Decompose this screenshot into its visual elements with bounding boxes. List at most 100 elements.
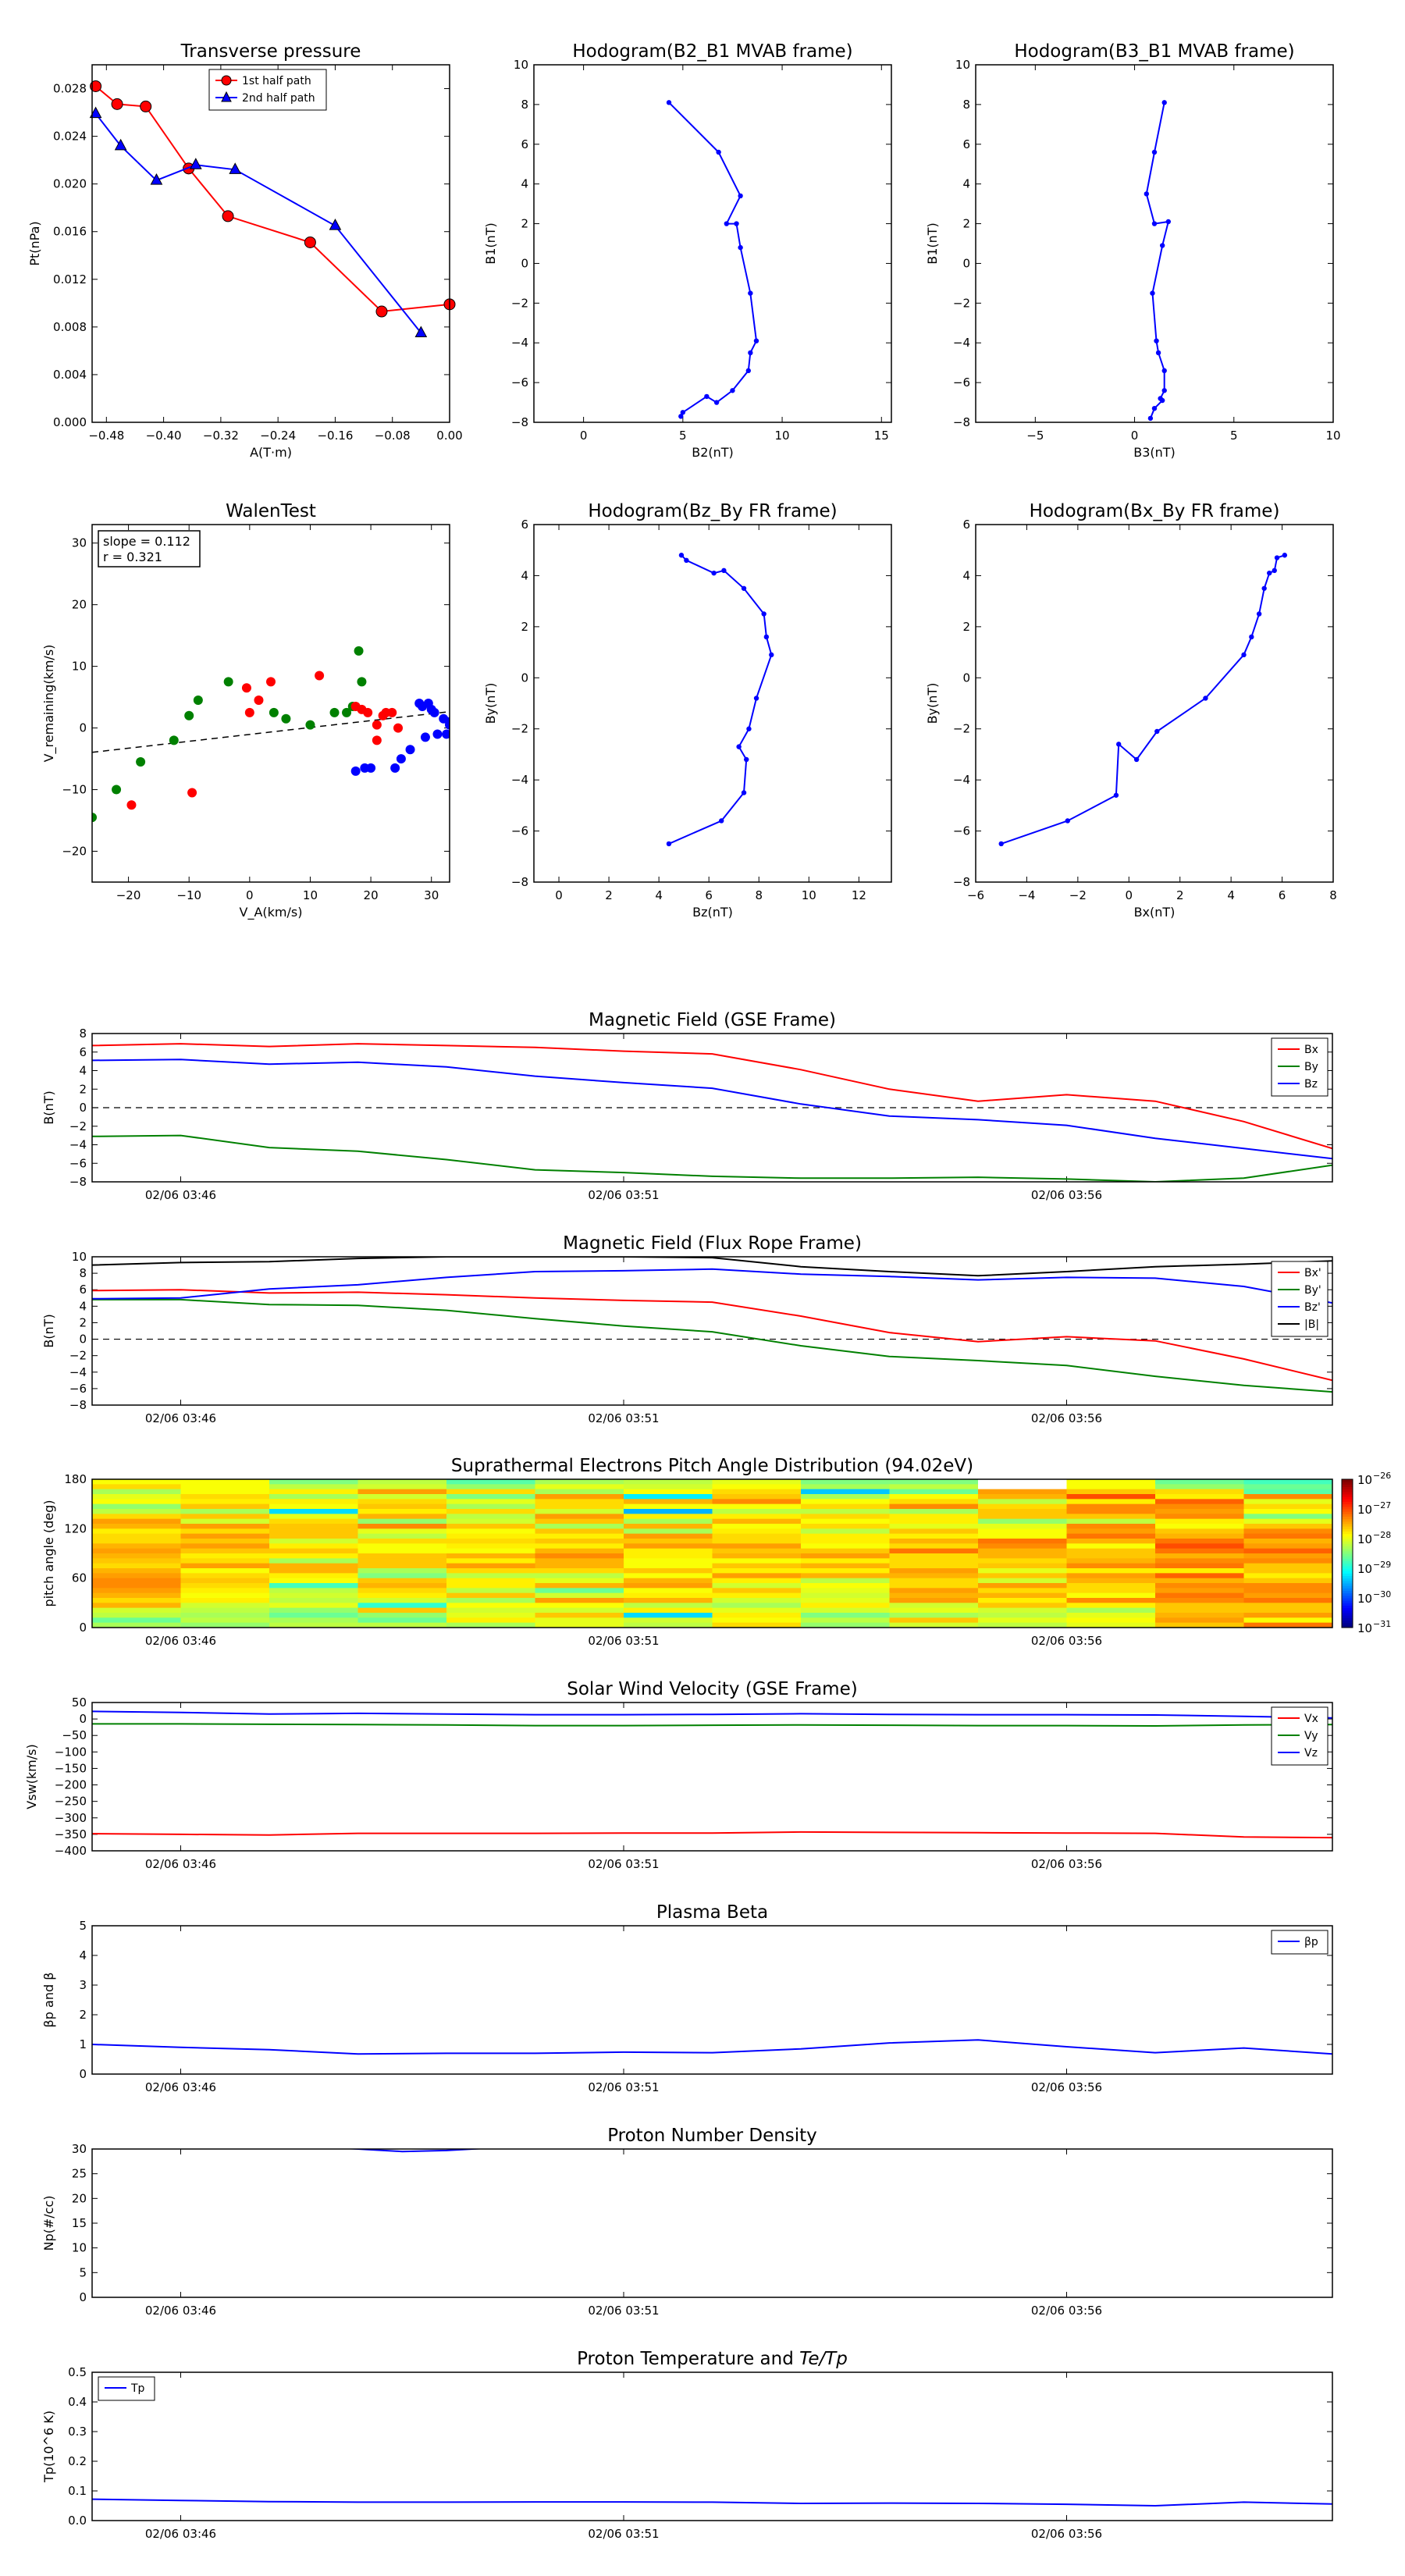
colorbar-cell: [1342, 1479, 1353, 1482]
heatmap-cell: [712, 1489, 802, 1495]
y-axis-label: Tp(10^6 K): [41, 2411, 56, 2483]
heatmap-cell: [1155, 1592, 1244, 1599]
heatmap-cell: [624, 1494, 713, 1500]
heatmap-cell: [269, 1553, 358, 1559]
x-tick-label: 4: [655, 888, 663, 902]
heatmap-cell: [1066, 1479, 1156, 1485]
heatmap-cell: [446, 1533, 535, 1539]
heatmap-cell: [624, 1503, 713, 1510]
data-point: [1161, 100, 1167, 105]
x-tick-label: −0.48: [88, 429, 124, 443]
x-tick-label: −0.32: [203, 429, 239, 443]
x-tick-label: −20: [116, 888, 141, 902]
x-tick-label: −0.24: [260, 429, 296, 443]
data-point: [1274, 555, 1280, 560]
data-point: [329, 219, 342, 230]
data-point: [666, 841, 672, 847]
series-line-βp: [92, 2039, 1332, 2055]
heatmap-cell: [92, 1539, 181, 1544]
heatmap-cell: [889, 1598, 979, 1603]
colorbar-cell: [1342, 1496, 1353, 1500]
heatmap-cell: [446, 1563, 535, 1569]
heatmap-cell: [269, 1524, 358, 1529]
heatmap-cell: [1066, 1503, 1156, 1510]
x-tick-label: 2: [605, 888, 613, 902]
y-tick-label: −2: [511, 722, 528, 736]
data-point: [734, 221, 739, 226]
heatmap-cell: [712, 1479, 802, 1485]
heatmap-cell: [92, 1568, 181, 1574]
heatmap-cell: [180, 1592, 270, 1599]
data-point: [1155, 350, 1161, 356]
heatmap-cell: [180, 1617, 270, 1624]
heatmap-cell: [269, 1514, 358, 1520]
heatmap-cell: [357, 1524, 447, 1529]
heatmap-cell: [978, 1539, 1067, 1544]
heatmap-cell: [269, 1494, 358, 1500]
scatter-point: [390, 763, 400, 773]
heatmap-cell: [801, 1622, 890, 1628]
y-tick-label: 8: [962, 98, 970, 112]
heatmap-cell: [269, 1598, 358, 1603]
heatmap-cell: [712, 1553, 802, 1559]
data-point: [721, 568, 727, 574]
x-tick-label: 02/06 03:51: [588, 1411, 659, 1425]
x-tick-label: 02/06 03:46: [145, 1857, 216, 1871]
heatmap-cell: [357, 1613, 447, 1618]
scatter-point: [350, 766, 361, 776]
heatmap-cell: [535, 1479, 624, 1485]
x-tick-label: 02/06 03:51: [588, 2527, 659, 2541]
y-tick-label: −6: [69, 1156, 87, 1170]
scatter-point: [442, 729, 450, 739]
heatmap-cell: [1243, 1558, 1333, 1564]
y-tick-label: −4: [511, 773, 528, 787]
colorbar-cell: [1342, 1499, 1353, 1502]
heatmap-cell: [978, 1617, 1067, 1624]
y-axis-label: B(nT): [41, 1091, 56, 1124]
heatmap-cell: [889, 1558, 979, 1564]
data-point: [745, 368, 751, 374]
y-tick-label: −2: [511, 296, 528, 310]
heatmap-cell: [978, 1588, 1067, 1594]
heatmap-cell: [535, 1588, 624, 1594]
colorbar-cell: [1342, 1560, 1353, 1564]
colorbar-tick-exponent: −28: [1373, 1530, 1391, 1540]
data-point: [713, 400, 720, 405]
y-tick-label: −50: [62, 1728, 87, 1742]
chart-title: Magnetic Field (GSE Frame): [589, 1010, 836, 1030]
x-tick-label: 4: [1227, 888, 1235, 902]
y-tick-label: −400: [55, 1844, 87, 1858]
heatmap-cell: [1155, 1539, 1244, 1544]
scatter-point: [405, 745, 415, 755]
series-line-Vy: [92, 1723, 1332, 1727]
heatmap-cell: [269, 1558, 358, 1564]
heatmap-cell: [357, 1583, 447, 1589]
heatmap-cell: [1155, 1553, 1244, 1559]
heatmap-cell: [1066, 1484, 1156, 1490]
heatmap-cell: [889, 1514, 979, 1520]
x-tick-label: 20: [364, 888, 379, 902]
y-tick-label: 2: [962, 217, 970, 231]
heatmap-cell: [357, 1543, 447, 1550]
data-point: [1144, 191, 1150, 197]
heatmap-cell: [712, 1503, 802, 1510]
x-tick-label: 02/06 03:46: [145, 1411, 216, 1425]
heatmap-cell: [624, 1524, 713, 1529]
legend-label: Vz: [1304, 1747, 1318, 1759]
colorbar-cell: [1342, 1590, 1353, 1594]
x-tick-label: 02/06 03:56: [1031, 2304, 1102, 2318]
x-axis-label: V_A(km/s): [240, 905, 303, 920]
colorbar-cell: [1342, 1592, 1353, 1596]
heatmap-cell: [624, 1583, 713, 1589]
heatmap-cell: [446, 1494, 535, 1500]
heatmap-cell: [180, 1484, 270, 1490]
scatter-point: [193, 696, 203, 706]
heatmap-cell: [978, 1489, 1067, 1495]
heatmap-cell: [446, 1514, 535, 1520]
heatmap-cell: [889, 1578, 979, 1584]
colorbar-tick-exponent: −31: [1373, 1619, 1391, 1629]
heatmap-cell: [1243, 1484, 1333, 1490]
y-axis-label: By(nT): [483, 683, 498, 724]
heatmap-cell: [269, 1533, 358, 1539]
y-tick-label: 0: [79, 2067, 87, 2081]
